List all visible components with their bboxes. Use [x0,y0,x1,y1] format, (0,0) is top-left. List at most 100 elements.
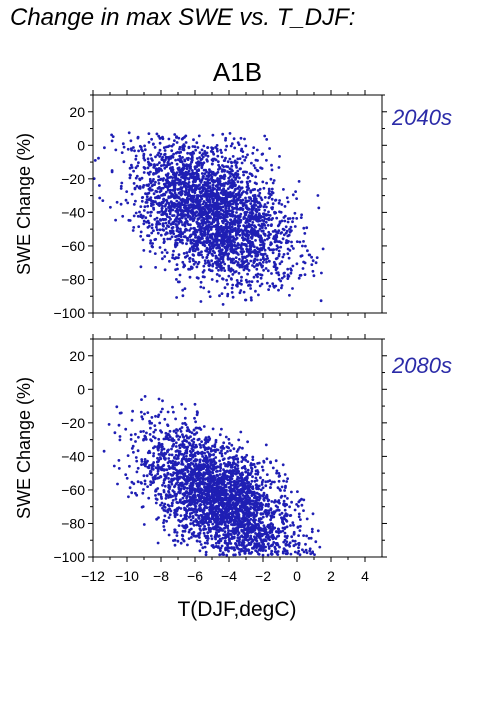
data-point [153,424,157,427]
data-point [256,201,260,205]
data-point [163,166,167,170]
data-point [215,266,219,270]
data-point [195,141,199,145]
data-point [175,162,179,166]
data-point [177,136,181,140]
data-point [208,168,211,172]
data-point [207,211,210,215]
data-point [157,182,161,185]
data-point [190,154,194,157]
data-point [196,177,199,181]
data-point [281,529,285,533]
data-point [249,236,253,239]
data-point [286,220,290,224]
data-point [271,251,275,255]
data-point [266,553,270,557]
data-point [119,184,123,188]
data-point [195,276,199,279]
data-point [128,219,132,222]
data-point [134,166,138,170]
data-point [261,521,264,524]
data-point [215,279,219,283]
data-point [182,252,186,255]
data-point [236,180,240,184]
data-point [251,455,255,459]
data-point [133,149,136,153]
data-point [246,272,250,276]
data-point [176,478,180,482]
data-point [271,202,275,206]
data-point [247,207,251,211]
data-point [130,163,133,167]
data-point [188,512,192,516]
data-point [168,182,172,185]
data-point [177,524,181,527]
data-point [150,223,154,227]
data-point [256,280,259,283]
data-point [203,259,207,262]
data-point [211,544,215,547]
data-point [224,156,227,160]
data-point [205,255,209,259]
data-point [214,541,218,545]
data-point [198,227,202,231]
data-point [212,453,216,456]
data-point [260,253,264,257]
data-point [228,481,232,485]
data-point [265,217,269,221]
data-point [239,201,242,205]
data-point [202,144,206,148]
data-point [283,489,286,492]
data-point [211,249,215,253]
data-point [280,219,284,223]
data-point [265,281,269,285]
data-point [210,192,214,196]
data-point [177,151,181,155]
data-point [226,292,230,296]
data-point [289,271,293,275]
data-point [247,269,251,272]
data-point [201,176,205,180]
data-point [187,530,191,534]
data-point [147,221,151,225]
data-point [152,192,156,196]
data-point [295,197,298,201]
data-point [279,210,283,214]
data-point [205,181,209,185]
data-point [190,211,193,215]
data-point [212,152,216,156]
data-point [260,167,264,170]
data-point [249,202,253,206]
data-point [314,261,318,265]
data-point [170,235,174,239]
data-point [243,158,247,162]
y-tick-label: −100 [53,305,85,321]
data-point [202,531,206,535]
data-point [230,161,234,165]
data-point [233,146,237,150]
data-point [288,228,291,231]
data-point [277,249,281,253]
data-point [245,255,249,258]
data-point [216,210,219,214]
data-point [258,187,262,191]
data-point [176,227,179,231]
data-point [228,132,232,135]
data-point [178,147,181,151]
data-point [300,254,304,257]
data-point [251,208,255,211]
data-point [268,284,272,288]
data-point [152,206,155,210]
data-point [238,446,242,449]
data-point [181,496,185,500]
data-point [151,242,155,245]
data-point [183,224,187,228]
data-point [161,193,165,197]
data-point [163,210,167,214]
data-point [208,249,212,253]
data-point [301,244,304,248]
data-point [110,169,114,172]
data-point [246,184,250,188]
data-point [223,530,227,534]
data-point [137,225,141,229]
